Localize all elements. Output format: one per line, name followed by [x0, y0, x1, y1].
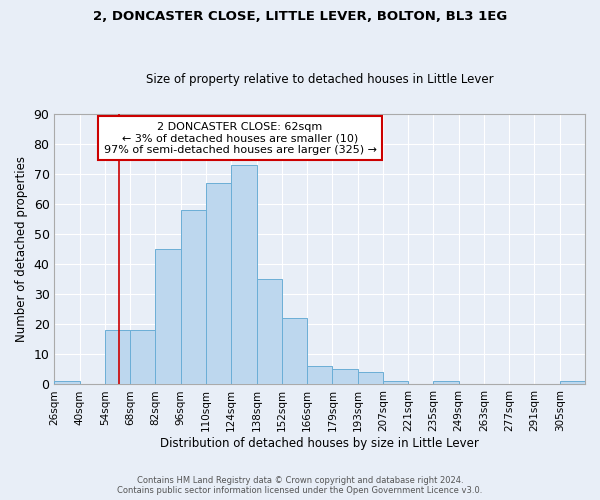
Bar [231, 164, 257, 384]
Text: Contains HM Land Registry data © Crown copyright and database right 2024.
Contai: Contains HM Land Registry data © Crown c… [118, 476, 482, 495]
Bar [560, 382, 585, 384]
Bar [181, 210, 206, 384]
Bar [433, 382, 458, 384]
Bar [206, 183, 231, 384]
Bar [332, 370, 358, 384]
Bar [307, 366, 332, 384]
Title: Size of property relative to detached houses in Little Lever: Size of property relative to detached ho… [146, 73, 494, 86]
Y-axis label: Number of detached properties: Number of detached properties [15, 156, 28, 342]
Bar [105, 330, 130, 384]
Bar [155, 249, 181, 384]
Bar [55, 382, 80, 384]
Text: 2 DONCASTER CLOSE: 62sqm
← 3% of detached houses are smaller (10)
97% of semi-de: 2 DONCASTER CLOSE: 62sqm ← 3% of detache… [104, 122, 377, 155]
Bar [130, 330, 155, 384]
Text: 2, DONCASTER CLOSE, LITTLE LEVER, BOLTON, BL3 1EG: 2, DONCASTER CLOSE, LITTLE LEVER, BOLTON… [93, 10, 507, 23]
X-axis label: Distribution of detached houses by size in Little Lever: Distribution of detached houses by size … [160, 437, 479, 450]
Bar [282, 318, 307, 384]
Bar [358, 372, 383, 384]
Bar [257, 279, 282, 384]
Bar [383, 382, 408, 384]
